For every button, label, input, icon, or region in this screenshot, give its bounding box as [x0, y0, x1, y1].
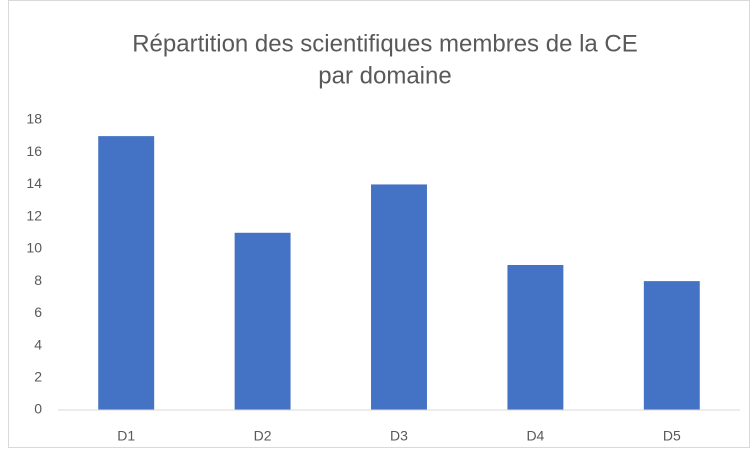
bar [234, 232, 291, 410]
y-tick-label: 8 [34, 272, 42, 288]
bar [98, 136, 155, 410]
y-tick-label: 10 [26, 240, 42, 256]
chart-title: Répartition des scientifiques membres de… [132, 30, 638, 57]
x-tick-label: D4 [526, 428, 544, 444]
x-tick-label: D5 [663, 428, 681, 444]
bar [507, 265, 564, 410]
bar [643, 281, 700, 410]
y-tick-label: 18 [26, 111, 42, 127]
y-tick-label: 4 [34, 336, 42, 352]
y-tick-label: 12 [26, 207, 42, 223]
y-tick-label: 2 [34, 368, 42, 384]
y-tick-label: 16 [26, 143, 42, 159]
chart-title: par domaine [318, 62, 451, 89]
bar [371, 184, 427, 410]
x-tick-label: D2 [254, 428, 272, 444]
x-tick-label: D1 [117, 428, 135, 444]
y-tick-label: 6 [34, 304, 42, 320]
x-tick-label: D3 [390, 428, 408, 444]
y-tick-label: 14 [26, 175, 42, 191]
y-tick-label: 0 [34, 401, 42, 417]
